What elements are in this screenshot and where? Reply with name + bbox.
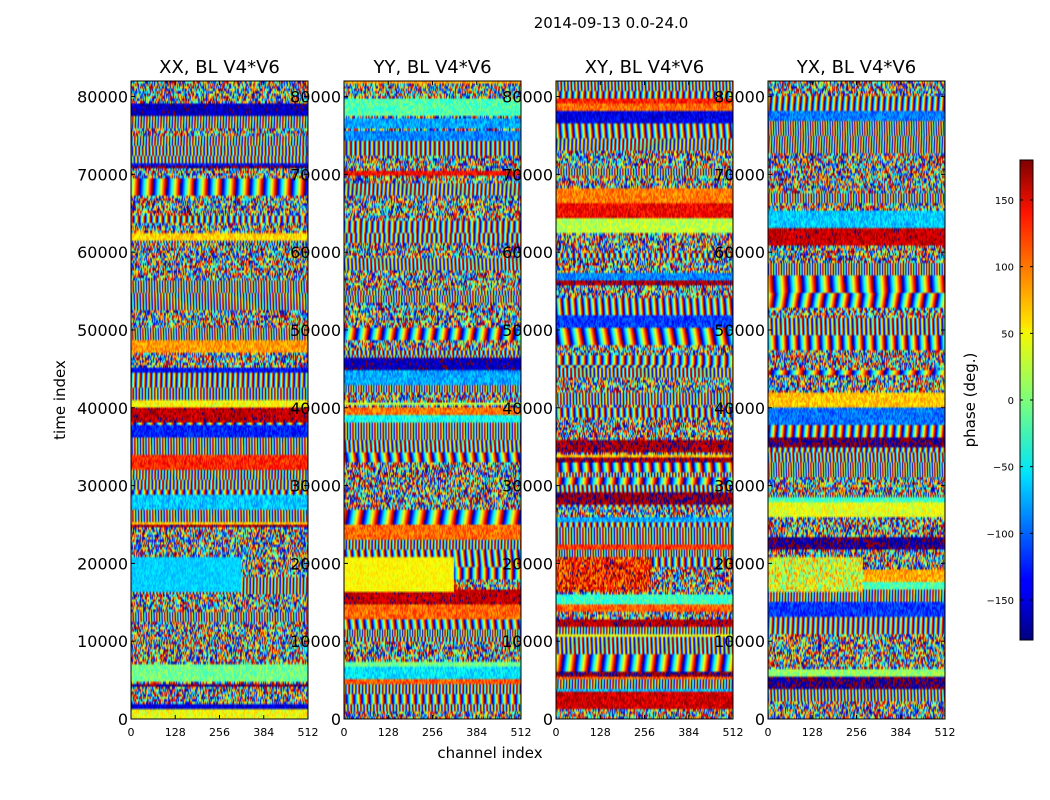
y-tick-label: 70000 [714,165,765,184]
y-tick-label: 50000 [502,321,553,340]
panel-title: YX, BL V4*V6 [796,57,916,78]
x-tick-label: 256 [209,726,230,739]
phase-heatmap-image [344,81,521,719]
phase-heatmap-image [131,81,308,719]
colorbar-tick-label: 100 [995,263,1014,274]
panel-title: XY, BL V4*V6 [585,57,704,78]
y-tick-label: 80000 [714,88,765,107]
colorbar-ticks: −150 −100 −50 0 50 100 150 [987,196,1033,607]
x-tick-label: 512 [723,726,744,739]
colorbar-tick-label: 150 [995,196,1014,207]
panel-xx: XX, BL V4*V6 0 128 256 384 512 0 10000 20000 3000… [77,57,318,739]
y-tick-label: 70000 [77,165,128,184]
y-axis-label: time index [51,360,69,440]
x-tick-label: 384 [890,726,911,739]
y-tick-label: 40000 [714,399,765,418]
y-tick-label: 40000 [502,399,553,418]
y-tick-label: 50000 [77,321,128,340]
y-tick-label: 70000 [502,165,553,184]
x-tick-label: 128 [378,726,399,739]
y-tick-label: 50000 [290,321,341,340]
y-tick-label: 20000 [714,554,765,573]
y-tick-label: 10000 [502,632,553,651]
y-tick-label: 60000 [502,243,553,262]
panel-title: XX, BL V4*V6 [159,57,280,78]
x-tick-label: 0 [128,726,135,739]
y-tick-label: 60000 [290,243,341,262]
panel-title: YY, BL V4*V6 [372,57,491,78]
x-tick-label: 0 [553,726,560,739]
x-tick-label: 0 [765,726,772,739]
y-tick-label: 0 [118,710,128,729]
y-tick-label: 80000 [290,88,341,107]
y-tick-label: 20000 [77,554,128,573]
colorbar-tick-label: 50 [1001,329,1014,340]
panel-xy: XY, BL V4*V6 0 128 256 384 512 0 10000 20000 3000… [502,57,743,739]
panel-yx: YX, BL V4*V6 0 128 256 384 512 0 10000 20000 3000… [714,57,955,739]
x-tick-label: 0 [341,726,348,739]
x-tick-label: 384 [253,726,274,739]
colorbar-tick-label: 0 [1008,396,1014,407]
x-tick-label: 128 [802,726,823,739]
y-tick-label: 50000 [714,321,765,340]
colorbar-label: phase (deg.) [961,353,979,448]
y-tick-label: 60000 [77,243,128,262]
y-tick-label: 0 [331,710,341,729]
colorbar-tick-label: −50 [993,463,1014,474]
y-tick-label: 60000 [714,243,765,262]
x-tick-label: 512 [511,726,532,739]
panel-yy: YY, BL V4*V6 0 128 256 384 512 0 10000 20000 3000… [290,57,531,739]
x-tick-label: 256 [846,726,867,739]
figure-title: 2014-09-13 0.0-24.0 [534,14,689,32]
x-tick-label: 384 [678,726,699,739]
phase-heatmap-image [556,81,733,719]
y-tick-label: 30000 [714,477,765,496]
x-tick-label: 384 [466,726,487,739]
y-tick-label: 80000 [77,88,128,107]
colorbar: −150 −100 −50 0 50 100 150 phase (deg.) [961,159,1034,641]
colorbar-tick-label: −100 [987,529,1014,540]
y-tick-label: 10000 [290,632,341,651]
x-axis-label: channel index [437,744,542,762]
x-tick-label: 512 [935,726,956,739]
x-tick-label: 128 [165,726,186,739]
y-tick-label: 0 [543,710,553,729]
panels: XX, BL V4*V6 0 128 256 384 512 0 10000 20000 3000… [77,57,955,739]
y-tick-label: 70000 [290,165,341,184]
y-tick-label: 40000 [290,399,341,418]
x-tick-label: 512 [298,726,319,739]
phase-heatmap-image [768,81,945,719]
y-tick-label: 10000 [714,632,765,651]
y-tick-label: 80000 [502,88,553,107]
y-tick-label: 30000 [77,477,128,496]
colorbar-tick-label: −150 [987,596,1014,607]
x-tick-label: 256 [634,726,655,739]
y-tick-label: 20000 [502,554,553,573]
y-tick-label: 40000 [77,399,128,418]
x-tick-label: 256 [422,726,443,739]
y-tick-label: 30000 [290,477,341,496]
y-tick-label: 30000 [502,477,553,496]
y-tick-label: 10000 [77,632,128,651]
y-tick-label: 20000 [290,554,341,573]
x-tick-label: 128 [590,726,611,739]
y-tick-label: 0 [755,710,765,729]
